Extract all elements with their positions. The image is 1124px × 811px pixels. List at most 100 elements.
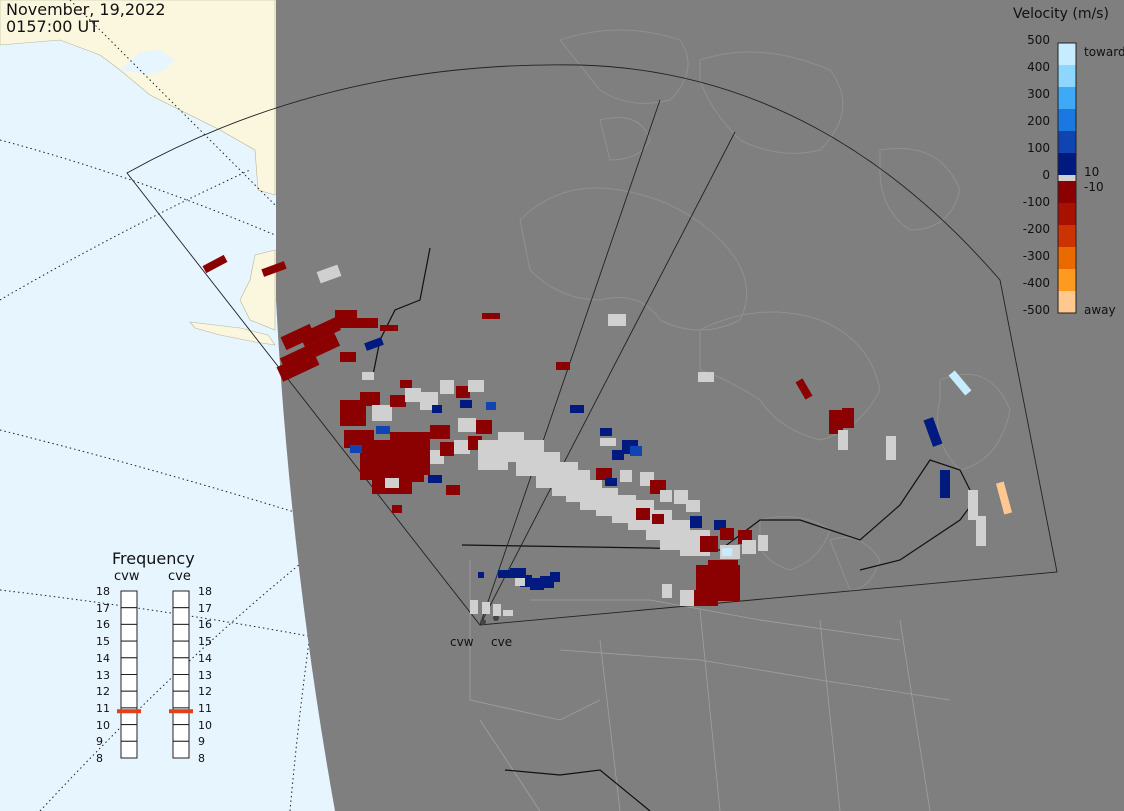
velocity-cell <box>380 325 398 331</box>
frequency-selected-marker <box>169 709 193 714</box>
colorbar-tick-label: 100 <box>1027 141 1050 155</box>
velocity-cell <box>620 470 632 482</box>
velocity-cell <box>608 314 626 326</box>
velocity-cell <box>460 400 472 408</box>
frequency-box <box>172 590 190 609</box>
velocity-cell <box>742 540 756 554</box>
velocity-cell <box>605 478 617 486</box>
velocity-cell <box>432 405 442 413</box>
frequency-radar-cve: cve <box>168 569 191 584</box>
frequency-box <box>172 607 190 625</box>
velocity-cell <box>348 412 366 422</box>
velocity-cell <box>428 475 442 483</box>
velocity-cell <box>456 386 470 398</box>
time-label: 0157:00 UT <box>6 17 100 36</box>
colorbar-away-segment <box>1058 203 1076 226</box>
frequency-scale-number: 12 <box>198 685 212 699</box>
velocity-cell <box>405 388 421 402</box>
velocity-cell <box>360 392 380 406</box>
frequency-scale-number: 17 <box>96 601 110 615</box>
colorbar-away-segment <box>1058 291 1076 314</box>
velocity-cell <box>550 572 560 582</box>
velocity-cell <box>694 590 718 606</box>
colorbar-toward-segment <box>1058 153 1076 176</box>
frequency-scale-number: 16 <box>96 618 110 632</box>
negative-threshold-label: -10 <box>1084 180 1104 194</box>
velocity-cell <box>680 590 694 606</box>
frequency-box <box>172 640 190 659</box>
radar-site-marker <box>480 619 486 625</box>
alaska-bay <box>120 50 175 75</box>
frequency-box <box>172 674 190 692</box>
velocity-cell <box>698 372 714 382</box>
velocity-cell <box>482 313 500 319</box>
velocity-cell <box>700 536 718 552</box>
velocity-cell <box>795 378 813 400</box>
velocity-cell <box>468 380 484 392</box>
frequency-panel-title: Frequency <box>112 549 195 568</box>
colorbar-tick-label: -500 <box>1022 303 1050 317</box>
velocity-cell <box>515 578 525 586</box>
positive-threshold-label: 10 <box>1084 165 1100 179</box>
frequency-box <box>172 623 190 642</box>
colorbar-ground-scatter-segment <box>1058 175 1076 181</box>
velocity-cell <box>372 405 392 421</box>
date-label: November, 19,2022 <box>6 0 166 19</box>
colorbar-toward-segment <box>1058 87 1076 110</box>
frequency-box <box>172 724 190 742</box>
colorbar-tick-label: 200 <box>1027 114 1050 128</box>
velocity-cell <box>340 352 356 362</box>
frequency-scale-number: 15 <box>96 635 110 649</box>
radar-site-label-cvw: cvw <box>450 635 474 649</box>
velocity-cell <box>968 490 978 520</box>
colorbar-tick-label: 400 <box>1027 60 1050 74</box>
velocity-cell <box>362 372 374 380</box>
velocity-cell <box>842 408 854 428</box>
frequency-box <box>172 740 190 759</box>
velocity-cell <box>298 317 342 347</box>
frequency-scale-number: 18 <box>96 585 110 598</box>
velocity-cell <box>280 323 316 351</box>
velocity-cell <box>652 514 664 524</box>
velocity-cell <box>630 446 642 456</box>
velocity-cell <box>570 405 584 413</box>
velocity-cell <box>458 418 476 432</box>
frequency-scale-number: 14 <box>96 651 110 665</box>
frequency-box <box>120 623 138 642</box>
frequency-bars <box>117 590 193 759</box>
colorbar-tick-label: 0 <box>1042 168 1050 182</box>
velocity-cell <box>636 508 650 520</box>
velocity-cell <box>886 436 896 460</box>
velocity-cell <box>430 425 450 439</box>
colorbar-away-segment <box>1058 247 1076 270</box>
velocity-cell <box>838 430 848 450</box>
velocity-cell <box>454 440 470 454</box>
frequency-scale-number: 16 <box>198 618 212 632</box>
velocity-cell <box>708 560 738 574</box>
velocity-cell <box>276 350 320 382</box>
frequency-box <box>120 724 138 742</box>
velocity-cell <box>376 426 390 434</box>
frequency-box <box>120 657 138 675</box>
velocity-cell <box>470 600 478 614</box>
velocity-cell <box>662 584 672 598</box>
velocity-cell <box>510 568 526 578</box>
colorbar-frame <box>1057 42 1077 314</box>
colorbar-tick-label: 500 <box>1027 33 1050 47</box>
velocity-cell <box>829 410 843 434</box>
velocity-cell <box>600 428 612 436</box>
away-label: away <box>1084 303 1116 317</box>
frequency-scale-number: 17 <box>198 601 212 615</box>
velocity-cell <box>674 490 688 504</box>
radar-site-label-cve: cve <box>491 635 513 649</box>
velocity-cell <box>440 380 454 394</box>
frequency-scale-number: 11 <box>198 701 212 715</box>
velocity-cell <box>758 535 768 551</box>
velocity-cell <box>476 420 492 434</box>
frequency-box <box>120 607 138 625</box>
velocity-cell <box>364 337 384 351</box>
frequency-scale-number: 14 <box>198 651 212 665</box>
frequency-box <box>172 690 190 709</box>
